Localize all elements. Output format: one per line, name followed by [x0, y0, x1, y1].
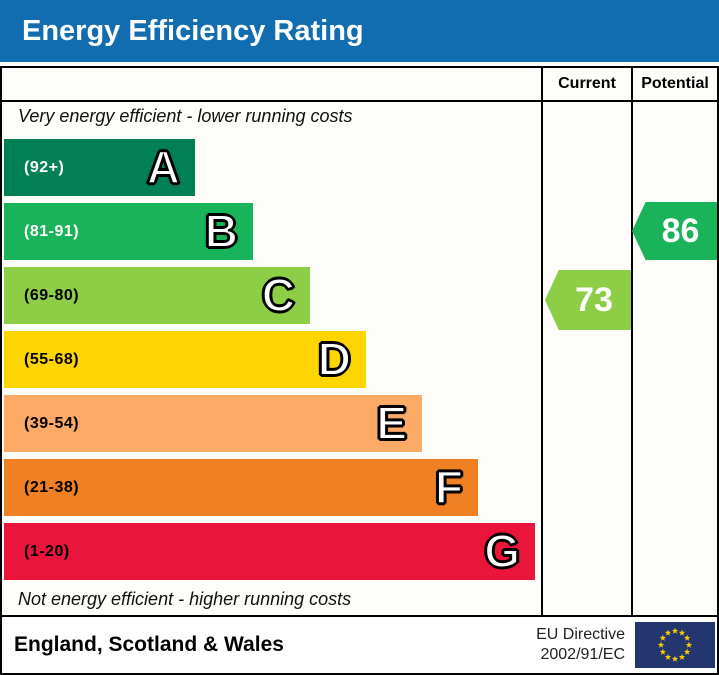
band-bar-f: (21-38) F [4, 459, 478, 516]
band-bar-c: (69-80) C [4, 267, 310, 324]
current-rating-value: 73 [575, 280, 613, 319]
band-range-label: (21-38) [24, 478, 80, 496]
band-row-f: (21-38) F [4, 459, 539, 523]
current-column-header: Current [558, 75, 616, 92]
eu-directive-label: EU Directive 2002/91/EC [536, 625, 625, 665]
band-range-label: (81-91) [24, 222, 80, 240]
band-letter: F [434, 460, 464, 514]
rating-chart: Current Potential Very energy efficient … [2, 68, 717, 617]
footer: England, Scotland & Wales EU Directive 2… [2, 617, 717, 673]
band-range-label: (92+) [24, 158, 65, 176]
potential-column-header: Potential [641, 75, 709, 92]
band-letter: E [375, 396, 408, 450]
current-column-divider [541, 68, 543, 615]
band-row-a: (92+) A [4, 139, 539, 203]
potential-rating-value: 86 [661, 211, 700, 250]
band-letter: B [204, 204, 239, 258]
band-range-label: (69-80) [24, 286, 80, 304]
rating-table: Current Potential Very energy efficient … [0, 66, 719, 675]
bottom-note: Not energy efficient - higher running co… [18, 589, 352, 609]
band-row-d: (55-68) D [4, 331, 539, 395]
current-rating-arrow: 73 [545, 270, 631, 330]
band-letter: A [146, 140, 181, 194]
band-row-b: (81-91) B [4, 203, 539, 267]
band-letter: G [483, 524, 521, 578]
band-bar-a: (92+) A [4, 139, 195, 196]
band-bar-g: (1-20) G [4, 523, 535, 580]
title-bar: Energy Efficiency Rating [0, 0, 719, 62]
region-label: England, Scotland & Wales [14, 633, 284, 656]
potential-rating-arrow: 86 [632, 202, 717, 260]
band-bar-e: (39-54) E [4, 395, 422, 452]
page-title: Energy Efficiency Rating [22, 15, 364, 47]
column-header-row: Current Potential [2, 68, 717, 102]
band-list: (92+) A (81-91) B (69-80) C (55-68) D (39-54) E (2… [4, 139, 539, 587]
eu-directive-line1: EU Directive [536, 626, 625, 643]
band-row-e: (39-54) E [4, 395, 539, 459]
band-range-label: (55-68) [24, 350, 80, 368]
band-row-c: (69-80) C [4, 267, 539, 331]
band-letter: D [317, 332, 352, 386]
eu-flag-icon [635, 622, 715, 668]
band-row-g: (1-20) G [4, 523, 539, 587]
band-bar-d: (55-68) D [4, 331, 366, 388]
eu-directive-line2: 2002/91/EC [540, 646, 625, 663]
band-range-label: (1-20) [24, 542, 70, 560]
potential-column-divider [631, 68, 633, 615]
band-bar-b: (81-91) B [4, 203, 253, 260]
band-letter: C [261, 268, 296, 322]
top-note: Very energy efficient - lower running co… [18, 106, 353, 126]
band-range-label: (39-54) [24, 414, 80, 432]
